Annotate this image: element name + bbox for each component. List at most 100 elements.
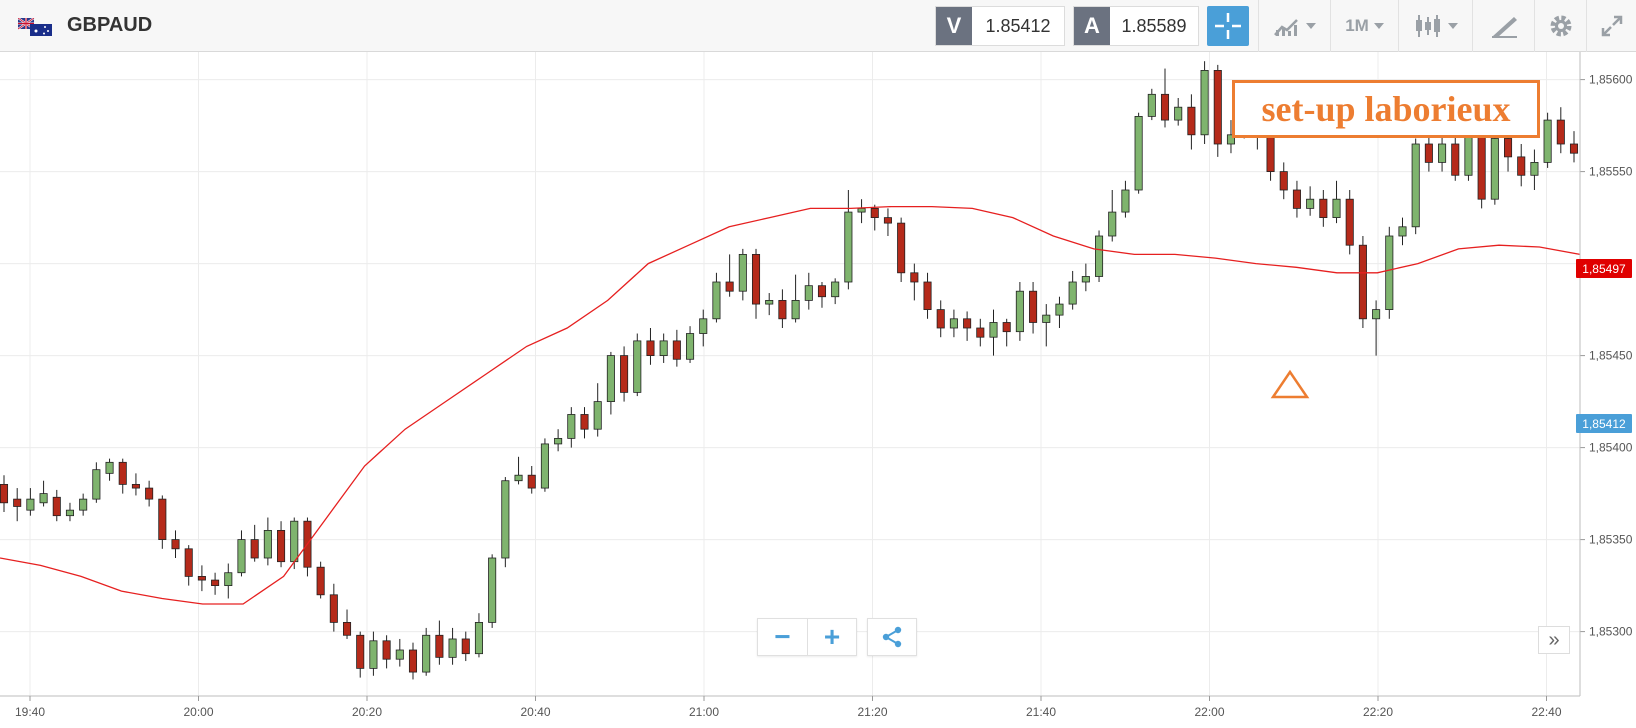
bear-candle (1213, 69, 1222, 145)
sell-price[interactable]: 1.85412 (985, 15, 1051, 36)
sell-label[interactable]: V (936, 7, 972, 45)
scroll-forward-icon[interactable]: » (1538, 626, 1570, 654)
y-tick-label: 1,85350 (1589, 533, 1633, 547)
bear-candle (461, 638, 470, 655)
bear-candle (870, 207, 879, 218)
bear-candle (1569, 143, 1579, 154)
instrument-symbol: GBPAUD (67, 14, 153, 36)
bull-candle (593, 401, 602, 430)
bull-candle (1332, 198, 1341, 218)
zoom-controls: − + (757, 618, 857, 656)
fullscreen-button[interactable] (1586, 0, 1636, 52)
bear-candle (646, 340, 655, 357)
triangle-marker-icon (1270, 369, 1310, 399)
bear-candle (184, 548, 193, 577)
bear-candle (435, 634, 444, 658)
bull-candle (857, 207, 866, 213)
bear-candle (620, 355, 629, 393)
drawing-tools-button[interactable] (1472, 0, 1534, 52)
y-tick-label: 1,85400 (1589, 441, 1633, 455)
bull-candle (633, 340, 642, 393)
chart-type-icon (1274, 19, 1298, 36)
bull-candle (686, 333, 695, 360)
bull-candle (1108, 211, 1117, 237)
bear-candle (1424, 143, 1433, 163)
bull-candle (369, 640, 378, 669)
candles-icon (1416, 15, 1440, 37)
bull-candle (1081, 276, 1090, 283)
current-price-label: 1,85497 (1576, 259, 1632, 278)
bull-candle (1015, 290, 1024, 333)
bear-candle (1319, 198, 1328, 218)
bear-candle (1477, 130, 1486, 200)
bear-candle (316, 566, 325, 596)
x-tick-label: 20:40 (520, 705, 550, 719)
bull-candle (567, 414, 576, 439)
buy-price[interactable]: 1.85589 (1121, 15, 1187, 36)
bear-candle (527, 474, 536, 489)
x-tick-label: 20:20 (352, 705, 382, 719)
timeframe-button[interactable]: 1M (1330, 0, 1398, 52)
candle-style-button[interactable] (1398, 0, 1472, 52)
bear-candle (1451, 143, 1460, 176)
chart-type-button[interactable] (1258, 0, 1330, 52)
zoom-out-icon[interactable]: − (774, 621, 791, 652)
zoom-in-icon[interactable]: + (823, 621, 841, 652)
sell-price-box[interactable]: V 1.85412 (935, 6, 1065, 46)
bull-candle (844, 211, 853, 283)
x-tick-label: 20:00 (183, 705, 213, 719)
bull-candle (1174, 106, 1183, 121)
bull-candle (1398, 226, 1407, 237)
bear-candle (963, 318, 972, 329)
y-tick-label: 1,85450 (1589, 349, 1633, 363)
crosshair-button[interactable] (1207, 6, 1249, 46)
timeframe-label[interactable]: 1M (1345, 16, 1369, 35)
x-axis: 19:40 20:00 20:20 20:40 21:00 21:20 21:40 22:00… (0, 695, 1580, 719)
y-tick-label: 1,85550 (1589, 165, 1633, 179)
bull-candle (395, 649, 404, 660)
bull-candle (949, 318, 958, 329)
bear-candle (672, 340, 681, 360)
bear-candle (778, 299, 787, 320)
bear-candle (1187, 106, 1196, 136)
bear-candle (936, 309, 945, 329)
bull-candle (804, 285, 813, 301)
bull-candle (1147, 93, 1156, 117)
bull-candle (1385, 235, 1394, 310)
draw-icon (1491, 17, 1517, 38)
bull-candle (540, 443, 549, 489)
buy-price-box[interactable]: A 1.85589 (1073, 6, 1199, 46)
bear-candle (0, 483, 9, 504)
bear-candle (408, 649, 418, 673)
bull-candle (1121, 189, 1130, 213)
settings-button[interactable] (1534, 0, 1586, 52)
bull-candle (448, 638, 457, 658)
bear-candle (1358, 244, 1367, 320)
bull-candle (1411, 143, 1420, 228)
bull-candle (79, 498, 88, 511)
bear-candle (725, 281, 734, 292)
bull-candle (1042, 314, 1051, 323)
y-axis: 1,856001,855501,855001,854501,854001,853… (1579, 52, 1633, 696)
bear-candle (910, 272, 919, 283)
bull-candle (1226, 134, 1236, 145)
bull-candle (1068, 281, 1077, 305)
price-chart[interactable]: 1,856001,855501,855001,854501,854001,853… (0, 52, 1636, 728)
bear-candle (118, 461, 127, 485)
x-tick-label: 22:00 (1194, 705, 1224, 719)
bull-candle (1372, 309, 1381, 320)
buy-label[interactable]: A (1074, 7, 1110, 45)
bear-candle (197, 576, 206, 581)
bull-candle (1530, 162, 1539, 176)
bull-candle (105, 461, 114, 474)
candlestick-series (0, 61, 1579, 680)
bull-candle (1095, 235, 1104, 277)
fullscreen-icon (1601, 15, 1622, 37)
bull-candle (989, 322, 998, 338)
share-button[interactable] (867, 618, 917, 656)
bear-candle (1029, 290, 1038, 323)
x-tick-label: 19:40 (15, 705, 45, 719)
bull-candle (65, 509, 74, 517)
share-icon (882, 626, 902, 648)
bull-candle (1543, 119, 1552, 163)
